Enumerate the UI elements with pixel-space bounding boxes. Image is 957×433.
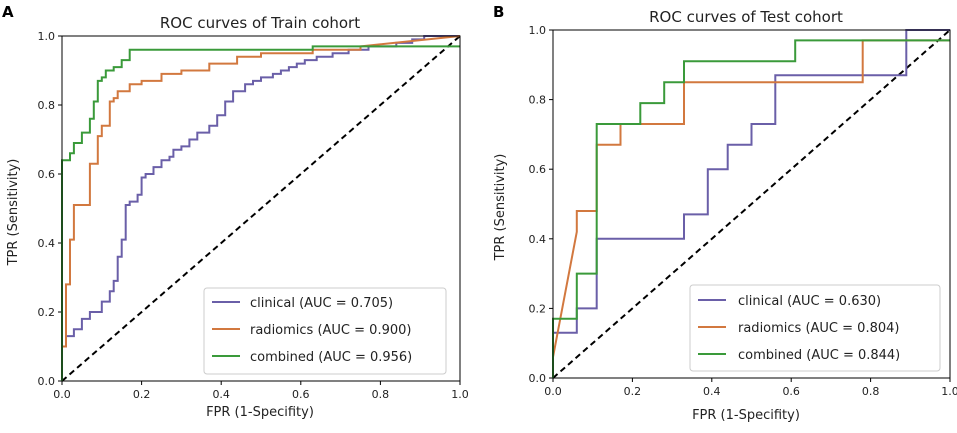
chart-title: ROC curves of Train cohort bbox=[160, 14, 360, 32]
legend-box bbox=[203, 287, 447, 375]
plot-frame bbox=[61, 35, 461, 382]
plot-frame bbox=[552, 29, 951, 379]
axis-ticks: 0.0 0.2 0.4 0.6 0.8 1.0 0.0 0.2 0.4 0.6 0.8 1.0 bbox=[529, 24, 957, 398]
y-tick-label: 1.0 bbox=[38, 30, 56, 43]
x-tick-label: 0.6 bbox=[292, 388, 310, 401]
x-tick-label: 0.8 bbox=[372, 388, 390, 401]
panel-letter: A bbox=[2, 3, 14, 21]
roc-curve-clinical bbox=[552, 29, 950, 378]
y-tick-label: 0.4 bbox=[529, 233, 547, 246]
y-tick-label: 0.0 bbox=[529, 372, 547, 385]
panel-train: A ROC curves of Train cohort FPR (1-Spec… bbox=[2, 3, 469, 420]
y-tick-label: 0.8 bbox=[38, 99, 56, 112]
panel-letter: B bbox=[493, 3, 504, 21]
chance-diagonal bbox=[552, 29, 951, 379]
legend-box bbox=[689, 284, 941, 372]
x-tick-label: 1.0 bbox=[451, 388, 469, 401]
x-tick-label: 0.2 bbox=[133, 388, 151, 401]
legend-label-radiomics: radiomics (AUC = 0.804) bbox=[738, 321, 899, 336]
y-tick-label: 1.0 bbox=[529, 24, 547, 37]
x-axis-title: FPR (1-Specifity) bbox=[206, 405, 314, 420]
roc-curve-radiomics bbox=[552, 39, 950, 358]
y-tick-label: 0.2 bbox=[38, 306, 56, 319]
legend-label-clinical: clinical (AUC = 0.705) bbox=[250, 296, 393, 311]
y-tick-label: 0.0 bbox=[38, 375, 56, 388]
roc-curve-clinical bbox=[61, 35, 460, 381]
y-tick-label: 0.2 bbox=[529, 302, 547, 315]
x-tick-label: 0.4 bbox=[703, 385, 721, 398]
legend-label-combined: combined (AUC = 0.956) bbox=[250, 350, 412, 365]
roc-curve-combined bbox=[61, 45, 460, 381]
legend: clinical (AUC = 0.630) radiomics (AUC = … bbox=[689, 284, 941, 372]
roc-curve-combined bbox=[552, 39, 950, 378]
x-tick-label: 0.6 bbox=[782, 385, 800, 398]
legend-label-combined: combined (AUC = 0.844) bbox=[738, 348, 900, 363]
x-tick-label: 0.8 bbox=[862, 385, 880, 398]
legend-label-clinical: clinical (AUC = 0.630) bbox=[738, 294, 881, 309]
y-axis-title: TPR (Sensitivity) bbox=[493, 154, 508, 262]
x-axis-title: FPR (1-Specifity) bbox=[692, 408, 800, 423]
y-tick-label: 0.6 bbox=[38, 168, 56, 181]
legend: clinical (AUC = 0.705) radiomics (AUC = … bbox=[203, 287, 447, 375]
chance-diagonal bbox=[61, 35, 461, 382]
y-tick-label: 0.8 bbox=[529, 94, 547, 107]
y-tick-label: 0.6 bbox=[529, 163, 547, 176]
x-tick-label: 0.0 bbox=[53, 388, 71, 401]
chart-title: ROC curves of Test cohort bbox=[649, 8, 843, 26]
roc-curves bbox=[552, 29, 951, 379]
x-tick-label: 0.0 bbox=[544, 385, 562, 398]
x-tick-label: 0.4 bbox=[212, 388, 230, 401]
x-tick-label: 1.0 bbox=[941, 385, 957, 398]
panel-test: B ROC curves of Test cohort FPR (1-Speci… bbox=[493, 3, 957, 423]
roc-curves bbox=[61, 35, 461, 382]
y-axis-title: TPR (Sensitivity) bbox=[6, 159, 21, 267]
legend-label-radiomics: radiomics (AUC = 0.900) bbox=[250, 323, 411, 338]
roc-curve-radiomics bbox=[61, 35, 461, 381]
axis-ticks: 0.0 0.2 0.4 0.6 0.8 1.0 0.0 0.2 0.4 0.6 0.8 1.0 bbox=[38, 30, 469, 401]
x-tick-label: 0.2 bbox=[624, 385, 642, 398]
y-tick-label: 0.4 bbox=[38, 237, 56, 250]
